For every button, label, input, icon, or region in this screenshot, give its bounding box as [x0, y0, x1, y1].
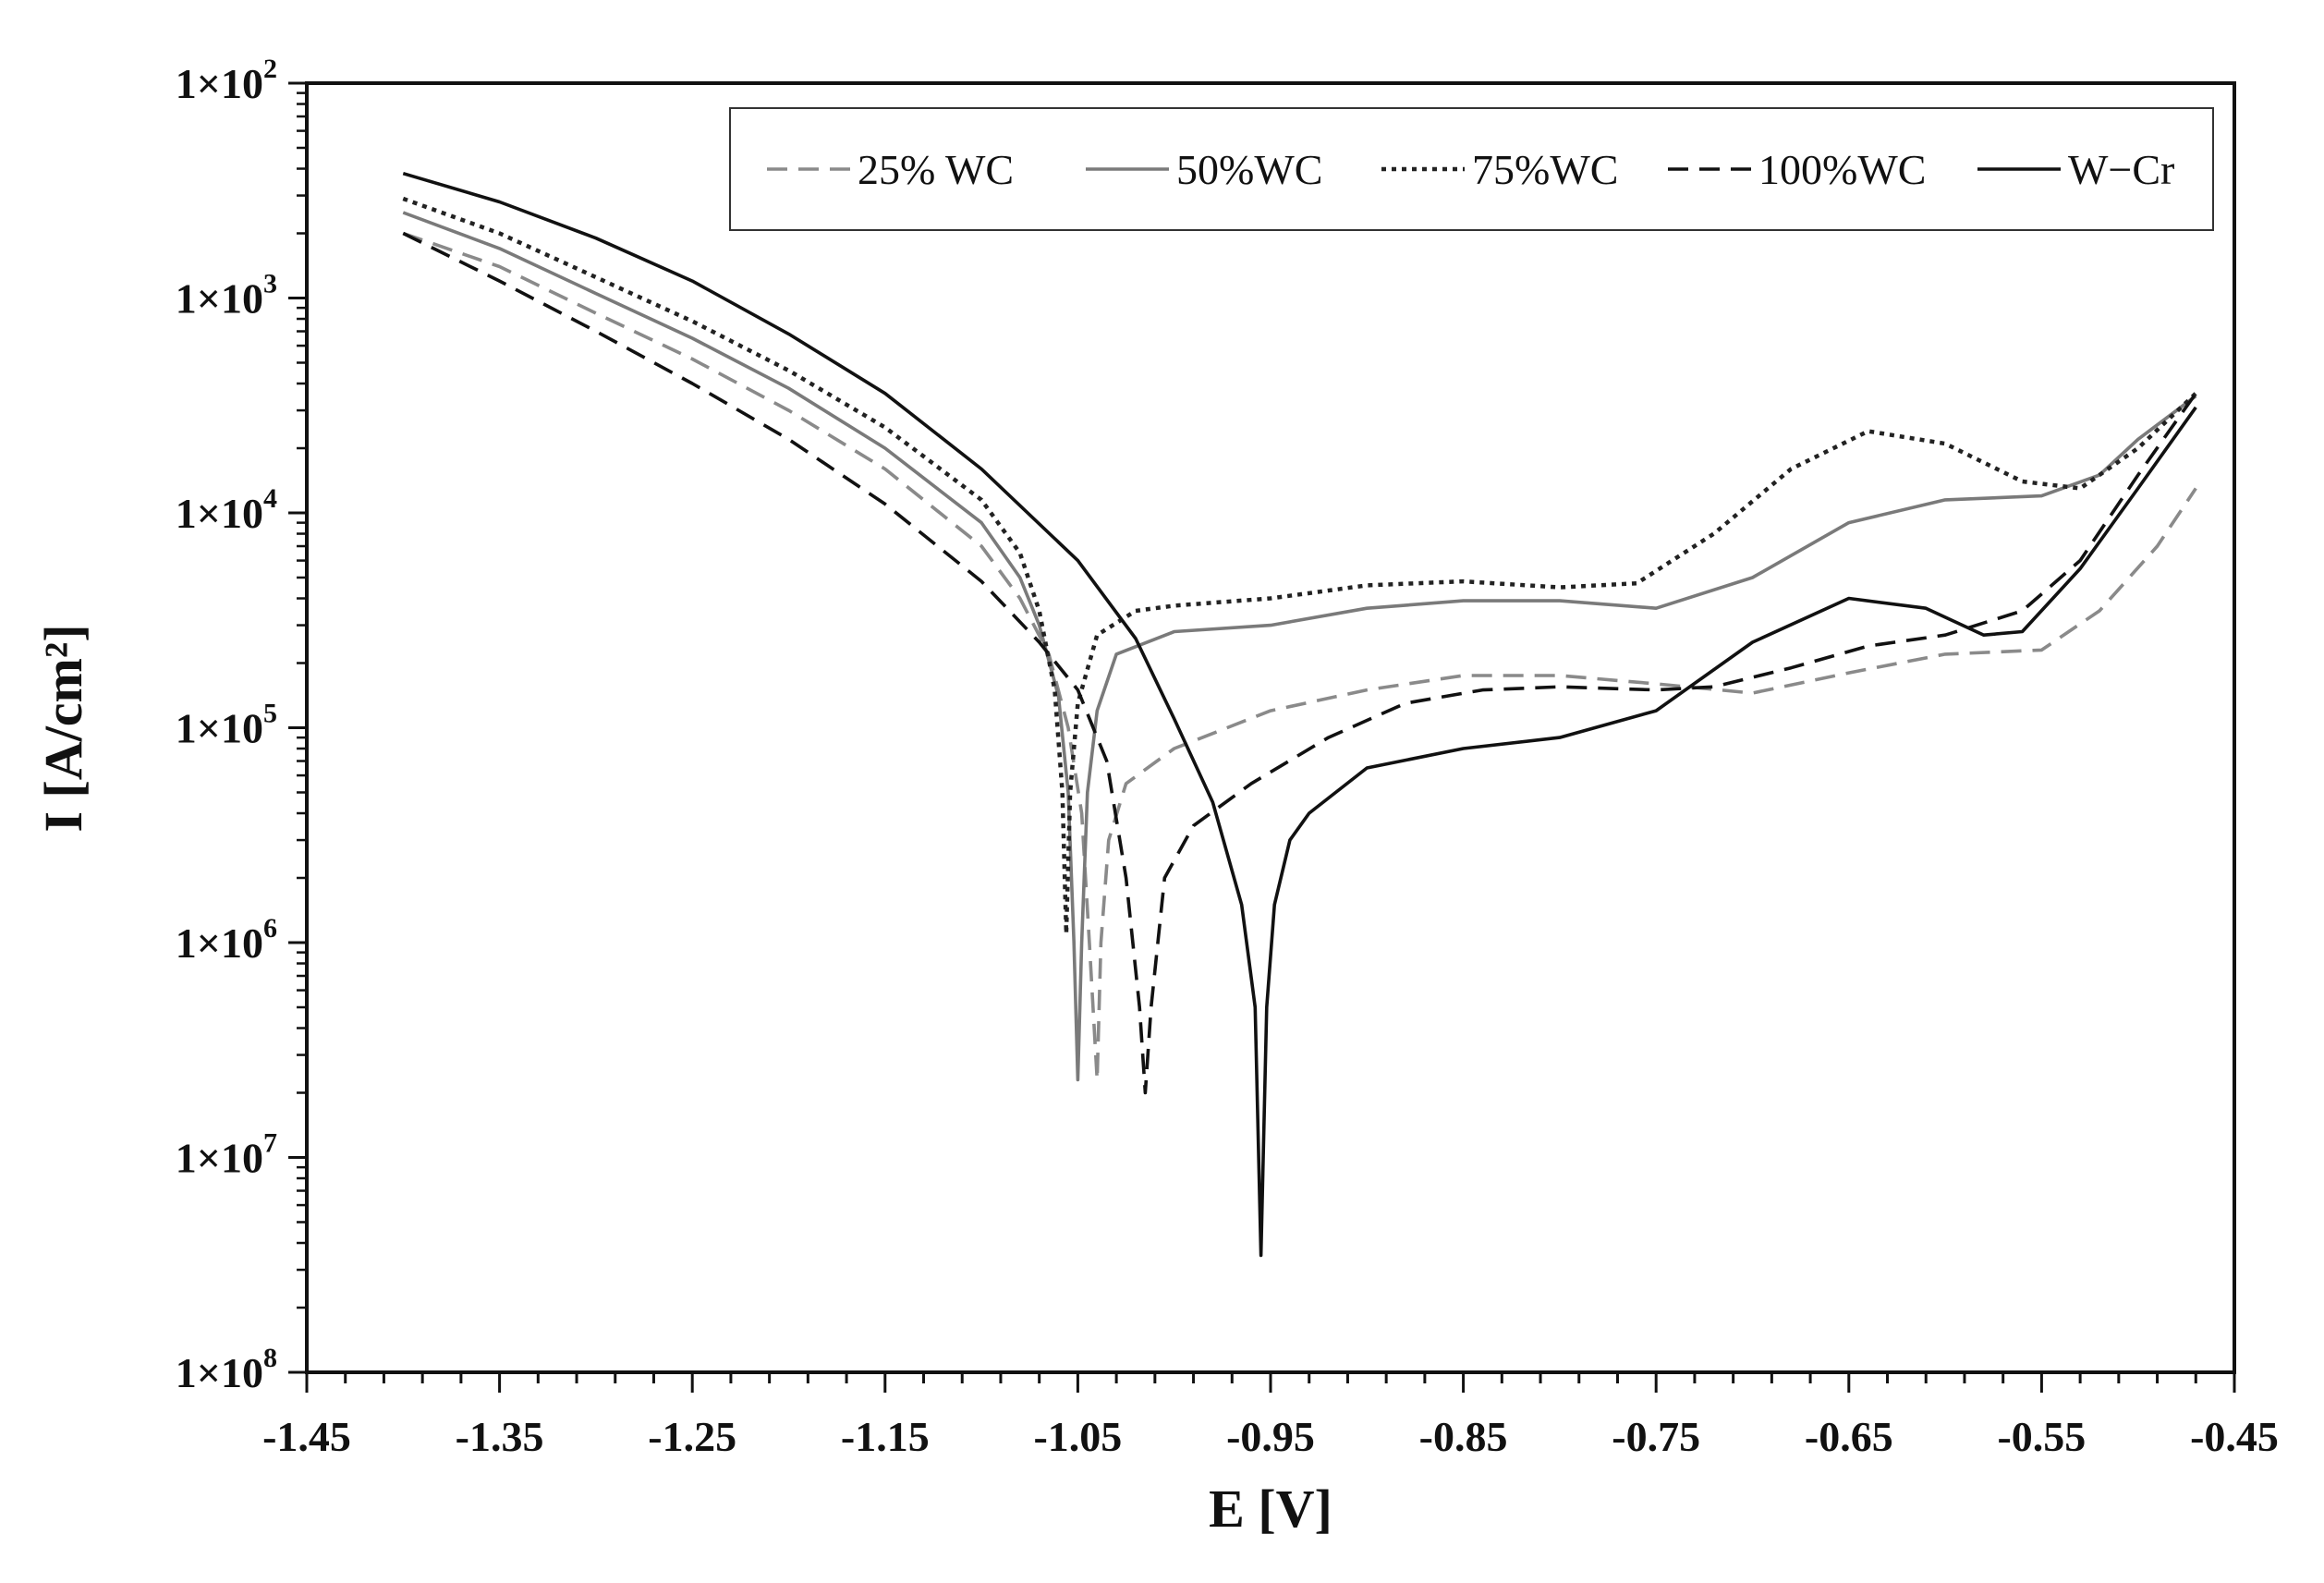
- plot-frame: [305, 81, 2236, 1374]
- x-tick-label: -0.45: [2190, 1413, 2279, 1460]
- x-tick-label: -1.25: [648, 1413, 736, 1460]
- y-axis-ticks: [288, 81, 307, 1374]
- legend-label-75-wc: 75%WC: [1472, 146, 1618, 193]
- x-tick-label: -1.45: [262, 1413, 351, 1460]
- y-axis-title: I [A/cm²]: [33, 624, 93, 832]
- y-tick-label: 1×106: [176, 913, 277, 967]
- legend-entries: 25% WC 50%WC 75%WC 100%WC W−Cr: [767, 146, 2174, 193]
- legend: 25% WC 50%WC 75%WC 100%WC W−Cr: [729, 107, 2214, 231]
- y-tick-label: 1×102: [176, 54, 277, 107]
- y-tick-label: 1×103: [176, 269, 277, 323]
- x-tick-label: -0.65: [1805, 1413, 1893, 1460]
- x-tick-label: -1.35: [456, 1413, 544, 1460]
- series-line-w-cr: [402, 171, 2197, 1258]
- x-axis-ticks: [305, 1372, 2236, 1393]
- series-line-75-wc: [402, 196, 2197, 936]
- legend-box: [729, 107, 2214, 231]
- x-tick-label: -0.75: [1612, 1413, 1700, 1460]
- x-tick-label: -0.95: [1226, 1413, 1315, 1460]
- x-tick-label: -1.15: [841, 1413, 930, 1460]
- series-line-25-wc: [402, 231, 2197, 1082]
- y-tick-label: 1×107: [176, 1128, 277, 1182]
- x-axis-title: E [V]: [1209, 1479, 1332, 1539]
- x-tick-label: -0.55: [1997, 1413, 2086, 1460]
- legend-label-w-cr: W−Cr: [2068, 146, 2174, 193]
- legend-label-50-wc: 50%WC: [1176, 146, 1322, 193]
- series-curves: [402, 171, 2197, 1258]
- legend-label-25-wc: 25% WC: [858, 146, 1014, 193]
- x-tick-label: -1.05: [1033, 1413, 1122, 1460]
- y-tick-label: 1×105: [176, 699, 277, 752]
- x-axis-tick-labels: -1.45 -1.35 -1.25 -1.15 -1.05 -0.95 -0.85 -0.75…: [262, 1413, 2279, 1460]
- series-line-50-wc: [402, 211, 2197, 1082]
- series-line-100-wc: [402, 231, 2197, 1095]
- legend-label-100-wc: 100%WC: [1758, 146, 1926, 193]
- x-tick-label: -0.85: [1419, 1413, 1508, 1460]
- y-tick-label: 1×108: [176, 1343, 277, 1396]
- y-axis-tick-labels: 1×108 1×107 1×106 1×105 1×104 1×103 1×102: [176, 54, 277, 1396]
- y-tick-label: 1×104: [176, 483, 277, 537]
